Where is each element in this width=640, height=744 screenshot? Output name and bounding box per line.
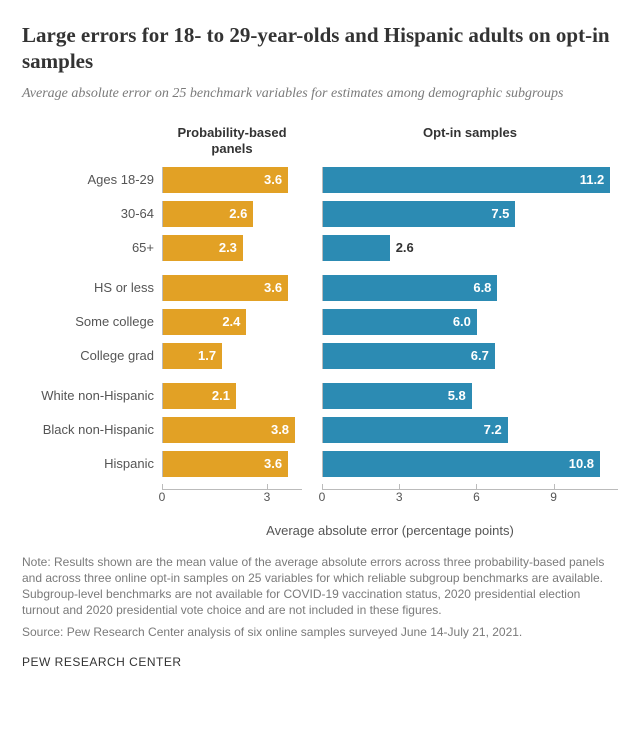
bar-left: 3.6 — [163, 451, 288, 477]
bar-left: 3.6 — [163, 167, 288, 193]
bar-area-right: 2.6 — [322, 235, 618, 261]
axis-right: 0 3 6 9 — [322, 489, 618, 505]
row-label: Hispanic — [22, 456, 162, 471]
bar-left: 2.1 — [163, 383, 236, 409]
chart-row: 65+2.3 2.6 — [22, 233, 618, 263]
left-panel-header: Probability-based panels — [162, 125, 302, 156]
chart-row: Ages 18-293.6 11.2 — [22, 165, 618, 195]
bar-area-left: 2.3 — [162, 235, 302, 261]
row-label: Ages 18-29 — [22, 172, 162, 187]
axis-row: 03 0369 — [22, 489, 618, 505]
axis-tick: 9 — [550, 490, 557, 504]
chart-group: HS or less3.6 6.8 Some college2.4 6.0 Colleg… — [22, 273, 618, 371]
axis-tick: 3 — [396, 490, 403, 504]
bar-area-left: 1.7 — [162, 343, 302, 369]
bar-left: 1.7 — [163, 343, 222, 369]
bar-area-right: 7.5 — [322, 201, 618, 227]
bar-area-left: 2.6 — [162, 201, 302, 227]
bar-area-right: 5.8 — [322, 383, 618, 409]
row-label: Some college — [22, 314, 162, 329]
bar-area-left: 3.8 — [162, 417, 302, 443]
chart-row: Black non-Hispanic3.8 7.2 — [22, 415, 618, 445]
chart-row: College grad1.7 6.7 — [22, 341, 618, 371]
axis-label: Average absolute error (percentage point… — [22, 523, 618, 538]
row-label: College grad — [22, 348, 162, 363]
bar-area-right: 6.7 — [322, 343, 618, 369]
right-panel-header: Opt-in samples — [322, 125, 618, 156]
axis-tick: 0 — [319, 490, 326, 504]
bar-area-left: 2.4 — [162, 309, 302, 335]
bar-area-right: 6.0 — [322, 309, 618, 335]
bar-right: 10.8 — [323, 451, 600, 477]
source-text: Source: Pew Research Center analysis of … — [22, 624, 618, 640]
axis-left: 03 — [162, 489, 302, 505]
bar-area-right: 6.8 — [322, 275, 618, 301]
bar-area-left: 2.1 — [162, 383, 302, 409]
bar-left: 3.6 — [163, 275, 288, 301]
chart-group: White non-Hispanic2.1 5.8 Black non-Hispan… — [22, 381, 618, 479]
chart-row: White non-Hispanic2.1 5.8 — [22, 381, 618, 411]
bar-right: 11.2 — [323, 167, 610, 193]
bar-area-left: 3.6 — [162, 275, 302, 301]
chart-row: HS or less3.6 6.8 — [22, 273, 618, 303]
row-label: 30-64 — [22, 206, 162, 221]
bar-area-right: 7.2 — [322, 417, 618, 443]
bar-left: 2.6 — [163, 201, 253, 227]
chart-group: Ages 18-293.611.230-642.67.565+2.32.6 — [22, 165, 618, 263]
bar-left: 2.4 — [163, 309, 246, 335]
bar-area-right: 11.2 — [322, 167, 618, 193]
chart-row: Hispanic3.6 10.8 — [22, 449, 618, 479]
row-label: White non-Hispanic — [22, 388, 162, 403]
axis-tick: 6 — [473, 490, 480, 504]
bar-right: 6.0 — [323, 309, 477, 335]
chart-subtitle: Average absolute error on 25 benchmark v… — [22, 85, 618, 104]
chart-row: 30-642.6 7.5 — [22, 199, 618, 229]
bar-area-left: 3.6 — [162, 451, 302, 477]
bar-right: 6.8 — [323, 275, 497, 301]
bar-right: 5.8 — [323, 383, 472, 409]
bar-area-right: 10.8 — [322, 451, 618, 477]
bar-right: 2.6 — [323, 235, 390, 261]
chart-container: Probability-based panels Opt-in samples … — [22, 125, 618, 537]
axis-tick: 0 — [159, 490, 166, 504]
bar-area-left: 3.6 — [162, 167, 302, 193]
chart-title: Large errors for 18- to 29-year-olds and… — [22, 22, 618, 75]
bar-right: 6.7 — [323, 343, 495, 369]
note-text: Note: Results shown are the mean value o… — [22, 554, 618, 619]
footer-attribution: PEW RESEARCH CENTER — [22, 655, 618, 669]
column-headers: Probability-based panels Opt-in samples — [22, 125, 618, 156]
bar-left: 3.8 — [163, 417, 295, 443]
chart-row: Some college2.4 6.0 — [22, 307, 618, 337]
row-label: 65+ — [22, 240, 162, 255]
axis-tick: 3 — [264, 490, 271, 504]
row-label: HS or less — [22, 280, 162, 295]
bar-right: 7.5 — [323, 201, 515, 227]
bar-left: 2.3 — [163, 235, 243, 261]
row-label: Black non-Hispanic — [22, 422, 162, 437]
bar-right: 7.2 — [323, 417, 508, 443]
chart-rows: Ages 18-293.611.230-642.67.565+2.32.6HS … — [22, 165, 618, 479]
